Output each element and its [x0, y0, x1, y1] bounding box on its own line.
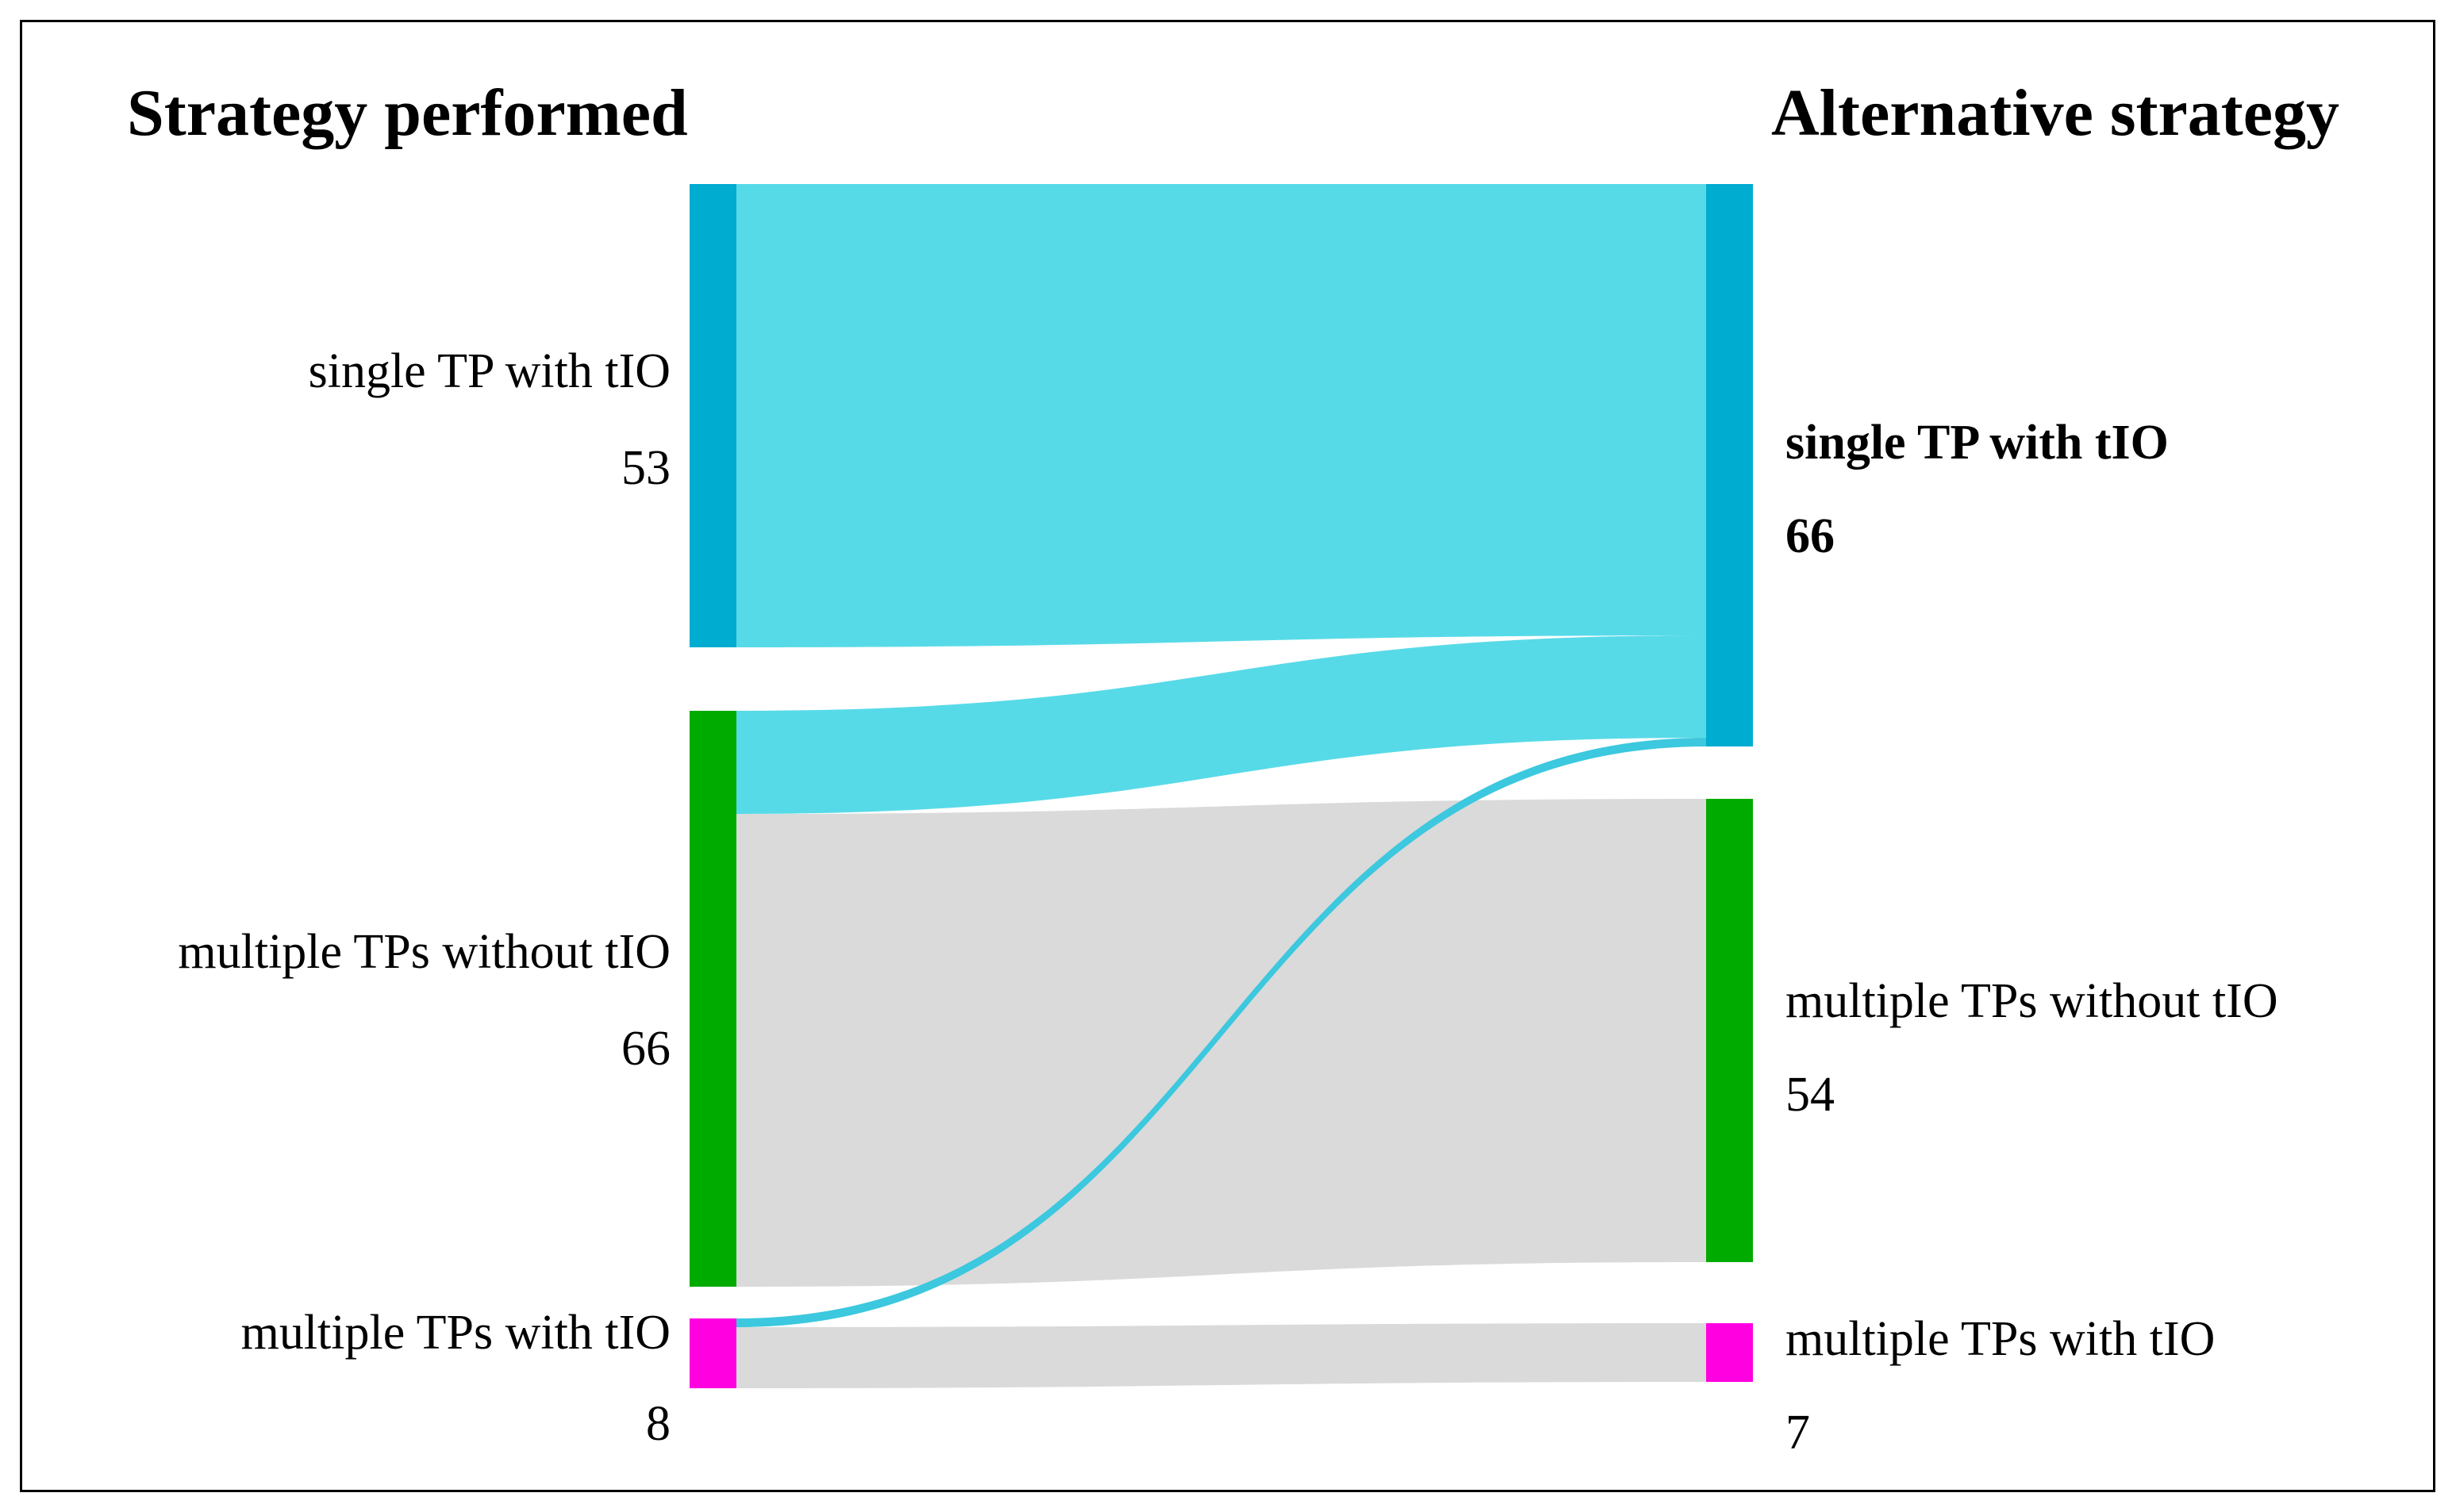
node-label-R-multi-no: multiple TPs without tIO [1785, 974, 2278, 1028]
flow-L-single-to-R-single [736, 184, 1706, 647]
node-bar-L-multi [690, 1318, 736, 1388]
node-label-L-multi: multiple TPs with tIO [241, 1306, 671, 1360]
flow-L-multi-no-to-R-single [736, 635, 1706, 814]
figure-border [20, 20, 2435, 1492]
node-label-L-multi-no: multiple TPs without tIO [178, 925, 671, 979]
left-column-title: Strategy performed [127, 76, 688, 150]
flow-L-multi-to-R-single [736, 738, 1706, 1327]
node-bar-L-single [690, 184, 736, 647]
right-column-title: Alternative strategy [1771, 76, 2340, 150]
node-value-L-multi: 8 [646, 1397, 671, 1451]
flow-L-multi-no-to-R-multi-no [736, 799, 1706, 1287]
node-bar-L-multi-no [690, 711, 736, 1287]
node-value-L-single: 53 [621, 441, 671, 495]
node-bar-R-multi [1706, 1323, 1753, 1382]
node-bar-R-single [1706, 184, 1753, 746]
node-value-R-single: 66 [1785, 509, 1835, 563]
node-value-R-multi: 7 [1785, 1406, 1810, 1460]
node-bar-R-multi-no [1706, 799, 1753, 1262]
node-label-R-single: single TP with tIO [1785, 416, 2169, 470]
node-label-L-single: single TP with tIO [309, 344, 671, 398]
node-label-R-multi: multiple TPs with tIO [1785, 1312, 2215, 1366]
node-value-R-multi-no: 54 [1785, 1068, 1835, 1122]
node-value-L-multi-no: 66 [621, 1022, 671, 1076]
flow-L-multi-to-R-multi [736, 1323, 1706, 1388]
